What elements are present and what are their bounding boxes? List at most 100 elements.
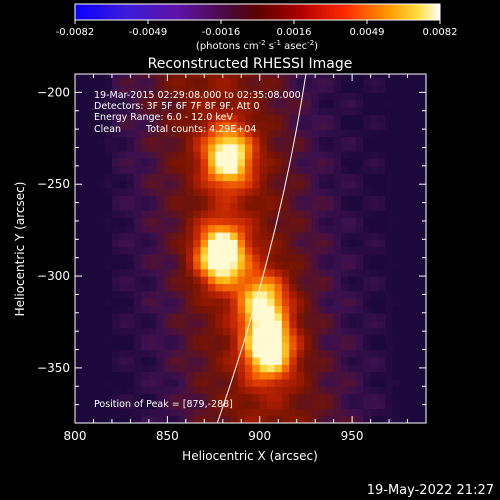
heatmap-pixel bbox=[392, 187, 401, 196]
heatmap-pixel bbox=[414, 85, 423, 93]
heatmap-pixel bbox=[422, 371, 426, 380]
heatmap-pixel bbox=[82, 356, 91, 365]
heatmap-pixel bbox=[89, 320, 98, 329]
heatmap-pixel bbox=[326, 246, 335, 255]
heatmap-pixel bbox=[163, 209, 172, 218]
heatmap-pixel bbox=[363, 276, 372, 284]
heatmap-pixel bbox=[222, 202, 231, 211]
heatmap-pixel bbox=[318, 224, 327, 233]
heatmap-pixel bbox=[400, 298, 409, 307]
heatmap-pixel bbox=[341, 364, 350, 373]
heatmap-pixel bbox=[111, 415, 120, 423]
heatmap-pixel bbox=[355, 180, 364, 189]
heatmap-pixel bbox=[215, 356, 224, 365]
heatmap-pixel bbox=[134, 349, 143, 358]
heatmap-pixel bbox=[215, 158, 224, 167]
heatmap-pixel bbox=[75, 158, 83, 167]
heatmap-pixel bbox=[193, 378, 202, 387]
heatmap-pixel bbox=[222, 231, 231, 240]
heatmap-pixel bbox=[311, 408, 320, 417]
heatmap-pixel bbox=[75, 349, 83, 358]
heatmap-pixel bbox=[355, 327, 364, 336]
heatmap-pixel bbox=[318, 143, 327, 152]
footer-timestamp: 19-May-2022 21:27 bbox=[367, 483, 494, 498]
heatmap-pixel bbox=[252, 254, 261, 262]
heatmap-pixel bbox=[355, 320, 364, 329]
heatmap-pixel bbox=[97, 180, 106, 189]
heatmap-pixel bbox=[208, 312, 216, 321]
heatmap-pixel bbox=[274, 180, 283, 189]
heatmap-pixel bbox=[355, 261, 364, 270]
heatmap-pixel bbox=[82, 195, 91, 204]
heatmap-pixel bbox=[355, 246, 364, 255]
heatmap-pixel bbox=[171, 107, 180, 116]
heatmap-pixel bbox=[75, 246, 83, 255]
heatmap-pixel bbox=[392, 276, 401, 284]
heatmap-pixel bbox=[259, 180, 268, 189]
heatmap-pixel bbox=[104, 290, 113, 299]
heatmap-pixel bbox=[400, 85, 409, 93]
heatmap-pixel bbox=[185, 334, 194, 343]
heatmap-pixel bbox=[141, 165, 150, 174]
heatmap-pixel bbox=[82, 187, 91, 196]
heatmap-pixel bbox=[237, 173, 246, 182]
heatmap-pixel bbox=[134, 231, 143, 240]
heatmap-pixel bbox=[341, 202, 350, 211]
heatmap-pixel bbox=[400, 378, 409, 387]
heatmap-pixel bbox=[274, 349, 283, 358]
heatmap-pixel bbox=[200, 107, 209, 116]
heatmap-pixel bbox=[111, 77, 120, 86]
heatmap-pixel bbox=[126, 283, 135, 292]
heatmap-pixel bbox=[148, 400, 157, 409]
heatmap-pixel bbox=[370, 334, 379, 343]
heatmap-pixel bbox=[244, 77, 253, 86]
heatmap-pixel bbox=[407, 74, 416, 79]
heatmap-pixel bbox=[289, 305, 298, 314]
heatmap-pixel bbox=[244, 195, 253, 204]
heatmap-pixel bbox=[141, 231, 150, 240]
heatmap-pixel bbox=[341, 85, 350, 93]
heatmap-pixel bbox=[111, 261, 120, 270]
heatmap-pixel bbox=[208, 305, 216, 314]
heatmap-pixel bbox=[333, 231, 342, 240]
heatmap-pixel bbox=[244, 114, 253, 123]
heatmap-pixel bbox=[141, 276, 150, 284]
heatmap-pixel bbox=[259, 349, 268, 358]
heatmap-pixel bbox=[244, 202, 253, 211]
heatmap-pixel bbox=[156, 92, 165, 101]
heatmap-pixel bbox=[185, 77, 194, 86]
heatmap-pixel bbox=[193, 305, 202, 314]
heatmap-pixel bbox=[385, 364, 394, 373]
heatmap-pixel bbox=[111, 268, 120, 277]
heatmap-pixel bbox=[377, 114, 386, 123]
heatmap-pixel bbox=[237, 77, 246, 86]
heatmap-pixel bbox=[400, 276, 409, 284]
heatmap-pixel bbox=[178, 246, 187, 255]
heatmap-pixel bbox=[178, 305, 187, 314]
heatmap-pixel bbox=[97, 254, 106, 262]
heatmap-pixel bbox=[156, 143, 165, 152]
heatmap-pixel bbox=[311, 320, 320, 329]
heatmap-pixel bbox=[208, 342, 216, 351]
heatmap-pixel bbox=[119, 261, 128, 270]
heatmap-pixel bbox=[296, 217, 305, 226]
heatmap-pixel bbox=[377, 77, 386, 86]
heatmap-pixel bbox=[178, 254, 187, 262]
y-tick-label: −350 bbox=[37, 361, 70, 375]
heatmap-pixel bbox=[267, 283, 276, 292]
heatmap-pixel bbox=[148, 217, 157, 226]
heatmap-pixel bbox=[296, 276, 305, 284]
heatmap-pixel bbox=[148, 290, 157, 299]
heatmap-pixel bbox=[111, 74, 120, 79]
heatmap-pixel bbox=[311, 371, 320, 380]
heatmap-pixel bbox=[126, 202, 135, 211]
heatmap-pixel bbox=[163, 129, 172, 138]
heatmap-pixel bbox=[252, 195, 261, 204]
heatmap-pixel bbox=[163, 305, 172, 314]
heatmap-pixel bbox=[414, 173, 423, 182]
heatmap-pixel bbox=[252, 224, 261, 233]
heatmap-pixel bbox=[385, 180, 394, 189]
heatmap-pixel bbox=[289, 246, 298, 255]
heatmap-pixel bbox=[119, 195, 128, 204]
heatmap-pixel bbox=[296, 386, 305, 395]
